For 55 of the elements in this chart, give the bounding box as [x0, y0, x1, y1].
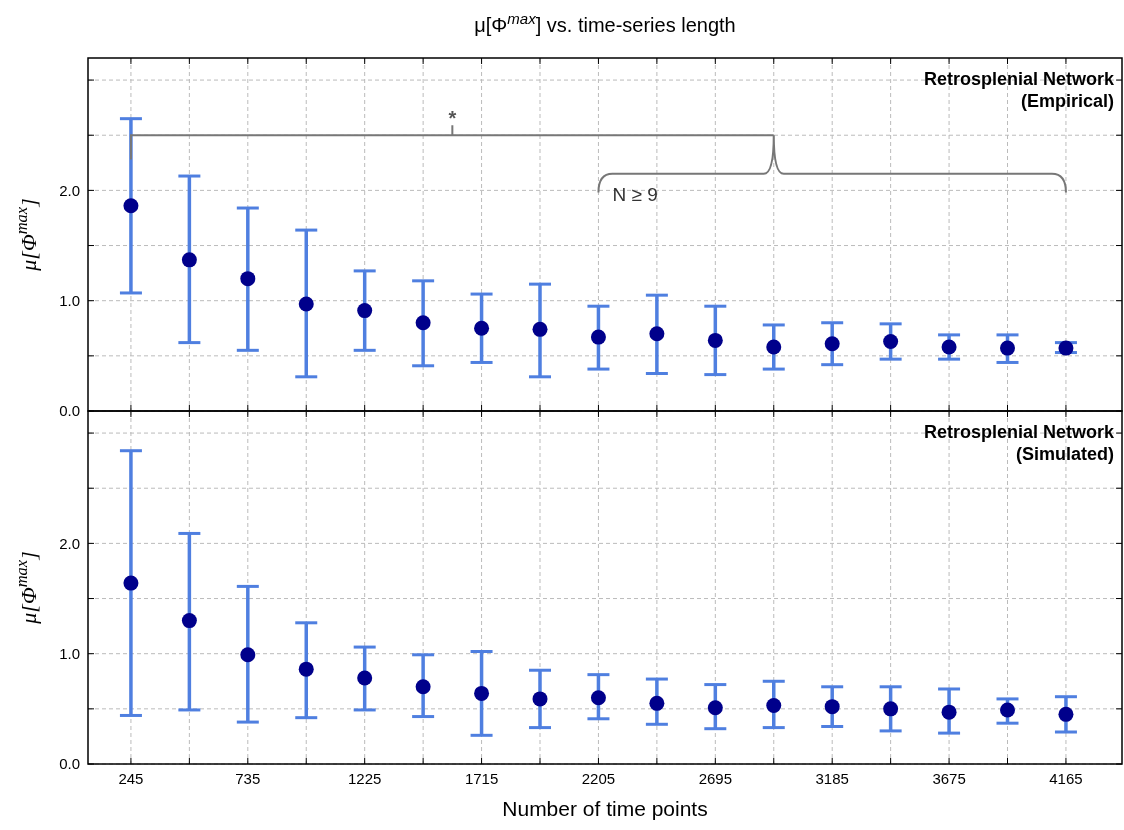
point — [1000, 340, 1016, 356]
annotation: Retrosplenial Network (Simulated) — [923, 422, 1115, 464]
y-tick-label: 0.0 — [59, 402, 80, 420]
point — [415, 679, 431, 695]
y-tick-label: 1.0 — [59, 291, 80, 309]
point — [357, 303, 373, 319]
x-tick-label: 3185 — [815, 770, 849, 787]
point — [357, 670, 373, 686]
annotation: N ≥ 9 — [612, 184, 658, 206]
point — [532, 321, 548, 337]
point — [1058, 340, 1074, 356]
point — [590, 690, 606, 706]
x-tick-label: 2205 — [581, 770, 616, 787]
point — [707, 700, 723, 716]
x-tick-label: 3675 — [932, 770, 966, 787]
point — [181, 252, 197, 268]
point — [941, 339, 957, 355]
x-tick-label: 1715 — [464, 770, 499, 787]
x-tick-label: 1225 — [348, 770, 382, 787]
point — [298, 661, 314, 677]
x-tick-label: 245 — [118, 770, 144, 787]
point — [240, 271, 256, 287]
point — [532, 691, 548, 707]
point — [474, 685, 490, 701]
point — [181, 613, 197, 629]
point — [649, 326, 665, 342]
y-tick-label: 2.0 — [59, 534, 80, 552]
x-tick-label: 4165 — [1049, 770, 1083, 787]
point — [1058, 706, 1074, 722]
point — [883, 334, 899, 349]
x-axis-title: Number of time points — [502, 797, 708, 820]
y-tick-label: 2.0 — [59, 181, 80, 199]
annotation: * — [448, 107, 457, 130]
point — [766, 339, 782, 355]
point — [766, 698, 782, 714]
point — [590, 329, 606, 345]
point — [941, 704, 957, 720]
point — [1000, 702, 1016, 718]
point — [474, 320, 490, 336]
point — [824, 699, 840, 715]
point — [298, 296, 314, 312]
point — [123, 575, 139, 591]
x-tick-label: 735 — [235, 770, 261, 787]
point — [415, 315, 431, 331]
point — [123, 198, 139, 214]
chart-title: μ[Φ$^{max}$] vs. time-series length — [474, 9, 736, 36]
point — [707, 332, 723, 348]
annotation: Retrosplenial Network (Empirical) — [923, 69, 1115, 111]
point — [883, 701, 899, 717]
point — [240, 647, 256, 663]
y-tick-label: 1.0 — [59, 644, 80, 662]
y-tick-label: 0.0 — [59, 755, 80, 773]
x-tick-label: 2695 — [698, 770, 732, 787]
point — [649, 695, 665, 711]
point — [824, 336, 840, 352]
